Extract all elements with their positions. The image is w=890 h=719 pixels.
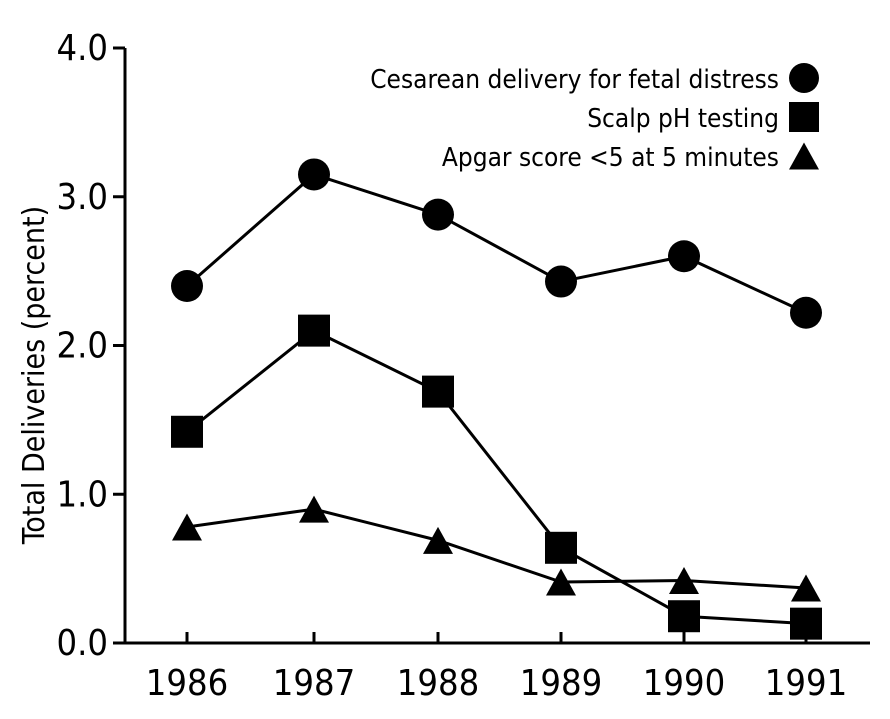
data-point-triangle bbox=[791, 574, 821, 602]
x-tick-label: 1988 bbox=[397, 663, 479, 704]
data-point-square bbox=[298, 314, 330, 347]
legend: Cesarean delivery for fetal distress Scal… bbox=[370, 63, 819, 173]
series-layer bbox=[171, 158, 822, 640]
series-line bbox=[186, 328, 807, 626]
data-point-square bbox=[422, 375, 454, 408]
series-line bbox=[186, 507, 807, 590]
series-line bbox=[186, 172, 807, 315]
data-point-triangle bbox=[299, 495, 329, 523]
y-axis-label: Total Deliveries (percent) bbox=[17, 206, 52, 545]
axes bbox=[123, 48, 870, 645]
x-tick-label: 1989 bbox=[520, 663, 602, 704]
legend-marker-circle bbox=[789, 63, 819, 93]
data-point-circle bbox=[171, 270, 203, 302]
series-triangle bbox=[172, 495, 821, 602]
x-tick-label: 1986 bbox=[146, 663, 228, 704]
y-tick-label: 0.0 bbox=[57, 623, 109, 664]
legend-marker-square bbox=[789, 102, 819, 132]
data-point-circle bbox=[545, 265, 577, 298]
x-tick-label: 1991 bbox=[765, 663, 847, 704]
y-tick-label: 3.0 bbox=[57, 177, 109, 218]
data-point-triangle bbox=[546, 568, 576, 596]
data-point-triangle bbox=[172, 513, 202, 541]
x-tick-label: 1987 bbox=[273, 663, 355, 704]
legend-label: Scalp pH testing bbox=[587, 104, 779, 134]
legend-label: Cesarean delivery for fetal distress bbox=[370, 65, 779, 95]
y-tick-label: 2.0 bbox=[57, 326, 109, 367]
data-point-square bbox=[171, 415, 203, 448]
data-point-circle bbox=[422, 198, 454, 231]
data-point-circle bbox=[668, 240, 700, 273]
legend-label: Apgar score <5 at 5 minutes bbox=[442, 143, 779, 173]
data-point-triangle bbox=[423, 526, 453, 554]
y-ticks: 0.0 1.0 2.0 3.0 4.0 bbox=[57, 28, 125, 664]
data-point-square bbox=[668, 600, 700, 633]
x-tick-label: 1990 bbox=[643, 663, 725, 704]
y-tick-label: 4.0 bbox=[57, 28, 109, 69]
legend-marker-triangle bbox=[789, 142, 819, 170]
data-point-triangle bbox=[669, 567, 699, 595]
data-point-square bbox=[545, 531, 577, 564]
series-square bbox=[171, 314, 822, 640]
y-tick-label: 1.0 bbox=[57, 474, 109, 515]
data-point-circle bbox=[790, 296, 822, 329]
series-circle bbox=[171, 158, 822, 329]
data-point-square bbox=[790, 607, 822, 640]
data-point-circle bbox=[298, 158, 330, 191]
x-ticks: 1986 1987 1988 1989 1990 1991 bbox=[146, 632, 847, 704]
